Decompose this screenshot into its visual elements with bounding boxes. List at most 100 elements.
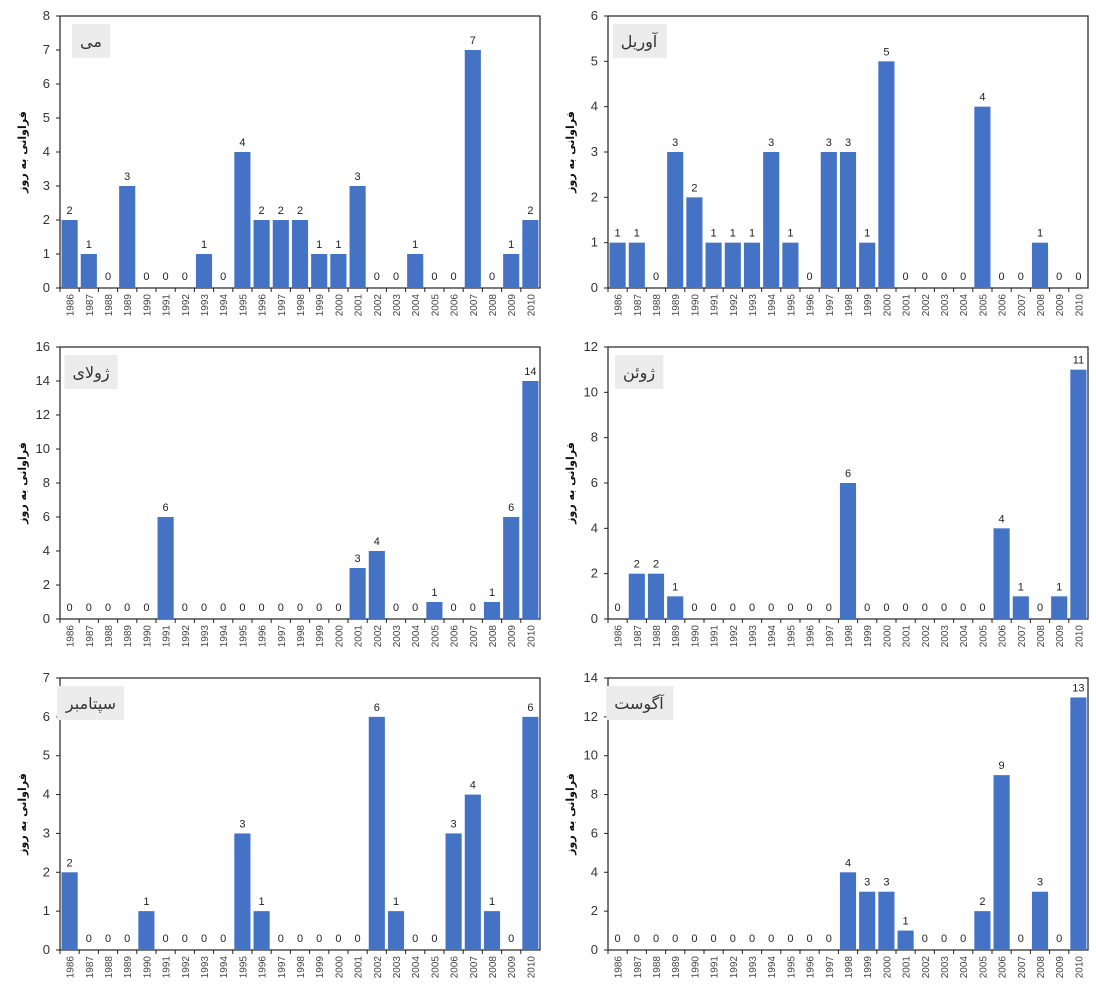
x-tick-label: 2010 <box>526 294 537 317</box>
bar <box>1012 596 1029 619</box>
x-tick-label: 2010 <box>526 625 537 648</box>
bar <box>80 254 97 288</box>
data-label: 6 <box>374 702 380 714</box>
bar <box>1070 697 1087 950</box>
x-tick-label: 2005 <box>978 956 989 979</box>
data-label: 0 <box>431 271 437 283</box>
data-label: 0 <box>768 602 774 614</box>
data-label: 0 <box>787 602 793 614</box>
bar <box>349 568 366 619</box>
x-tick-label: 2007 <box>1017 625 1028 648</box>
data-label: 0 <box>807 933 813 945</box>
y-tick-label: 3 <box>43 825 50 840</box>
x-tick-label: 1995 <box>238 625 249 648</box>
bar <box>138 911 155 950</box>
x-tick-label: 1989 <box>671 956 682 979</box>
x-tick-label: 2001 <box>902 294 913 317</box>
data-label: 3 <box>768 137 774 149</box>
bar <box>628 573 645 619</box>
x-tick-label: 2004 <box>959 625 970 648</box>
x-tick-label: 2009 <box>507 294 518 317</box>
y-tick-label: 1 <box>591 235 598 250</box>
x-tick-label: 2000 <box>882 294 893 317</box>
x-tick-label: 1991 <box>162 294 173 317</box>
data-label: 3 <box>355 553 361 565</box>
bar <box>368 551 385 619</box>
data-label: 1 <box>749 228 755 240</box>
x-tick-label: 1989 <box>123 625 134 648</box>
data-label: 0 <box>960 602 966 614</box>
data-label: 0 <box>489 271 495 283</box>
data-label: 0 <box>807 602 813 614</box>
data-label: 0 <box>239 602 245 614</box>
data-label: 0 <box>615 602 621 614</box>
bar <box>61 220 78 288</box>
bar <box>974 911 991 950</box>
x-tick-label: 1992 <box>181 625 192 648</box>
data-label: 0 <box>335 933 341 945</box>
data-label: 0 <box>124 602 130 614</box>
data-label: 6 <box>508 502 514 514</box>
x-tick-label: 1992 <box>729 625 740 648</box>
x-tick-label: 1995 <box>786 625 797 648</box>
data-label: 0 <box>1075 271 1081 283</box>
data-label: 1 <box>393 896 399 908</box>
data-label: 1 <box>615 228 621 240</box>
data-label: 0 <box>960 933 966 945</box>
x-tick-label: 1986 <box>614 294 625 317</box>
data-label: 0 <box>653 933 659 945</box>
data-label: 0 <box>355 933 361 945</box>
x-tick-label: 1994 <box>219 956 230 979</box>
data-label: 0 <box>903 602 909 614</box>
y-tick-label: 4 <box>43 543 50 558</box>
x-tick-label: 1990 <box>690 625 701 648</box>
x-tick-label: 2000 <box>882 956 893 979</box>
x-tick-label: 1990 <box>142 625 153 648</box>
y-tick-label: 2 <box>43 577 50 592</box>
data-label: 4 <box>470 780 476 792</box>
data-label: 4 <box>979 92 985 104</box>
x-tick-label: 1991 <box>710 294 721 317</box>
data-label: 0 <box>278 602 284 614</box>
bar <box>1051 596 1068 619</box>
bar <box>839 872 857 950</box>
data-label: 0 <box>826 933 832 945</box>
data-label: 0 <box>259 602 265 614</box>
y-tick-label: 7 <box>43 42 50 57</box>
data-label: 0 <box>143 271 149 283</box>
x-tick-label: 1998 <box>296 294 307 317</box>
x-tick-label: 2001 <box>354 625 365 648</box>
data-label: 3 <box>1037 877 1043 889</box>
x-tick-label: 1986 <box>614 956 625 979</box>
bar <box>1070 369 1087 619</box>
y-tick-label: 10 <box>36 441 50 456</box>
chart-title-box <box>612 24 667 58</box>
chart-svg: 0 1 2 3 4 5 6 فراوانی به روز 1 1986 1 1987 0 1988 3 198… <box>564 8 1089 317</box>
data-label: 0 <box>508 933 514 945</box>
data-label: 0 <box>922 933 928 945</box>
bar <box>974 106 991 289</box>
data-label: 0 <box>1037 602 1043 614</box>
y-axis-label: فراوانی به روز <box>564 442 577 525</box>
x-tick-label: 1996 <box>258 956 269 979</box>
data-label: 0 <box>941 271 947 283</box>
data-label: 1 <box>316 239 322 251</box>
x-tick-label: 2004 <box>959 294 970 317</box>
y-tick-label: 2 <box>591 903 598 918</box>
data-label: 0 <box>470 602 476 614</box>
x-tick-label: 2005 <box>430 294 441 317</box>
data-label: 2 <box>653 559 659 571</box>
chart-title-box <box>606 686 674 720</box>
x-tick-label: 1993 <box>748 956 759 979</box>
data-label: 5 <box>883 46 889 58</box>
x-tick-label: 2002 <box>373 956 384 979</box>
y-tick-label: 4 <box>43 787 50 802</box>
data-label: 0 <box>163 271 169 283</box>
data-label: 2 <box>691 182 697 194</box>
y-tick-label: 6 <box>43 509 50 524</box>
y-tick-label: 8 <box>43 8 50 23</box>
data-label: 2 <box>259 205 265 217</box>
x-tick-label: 1987 <box>85 625 96 648</box>
x-tick-label: 2005 <box>978 625 989 648</box>
